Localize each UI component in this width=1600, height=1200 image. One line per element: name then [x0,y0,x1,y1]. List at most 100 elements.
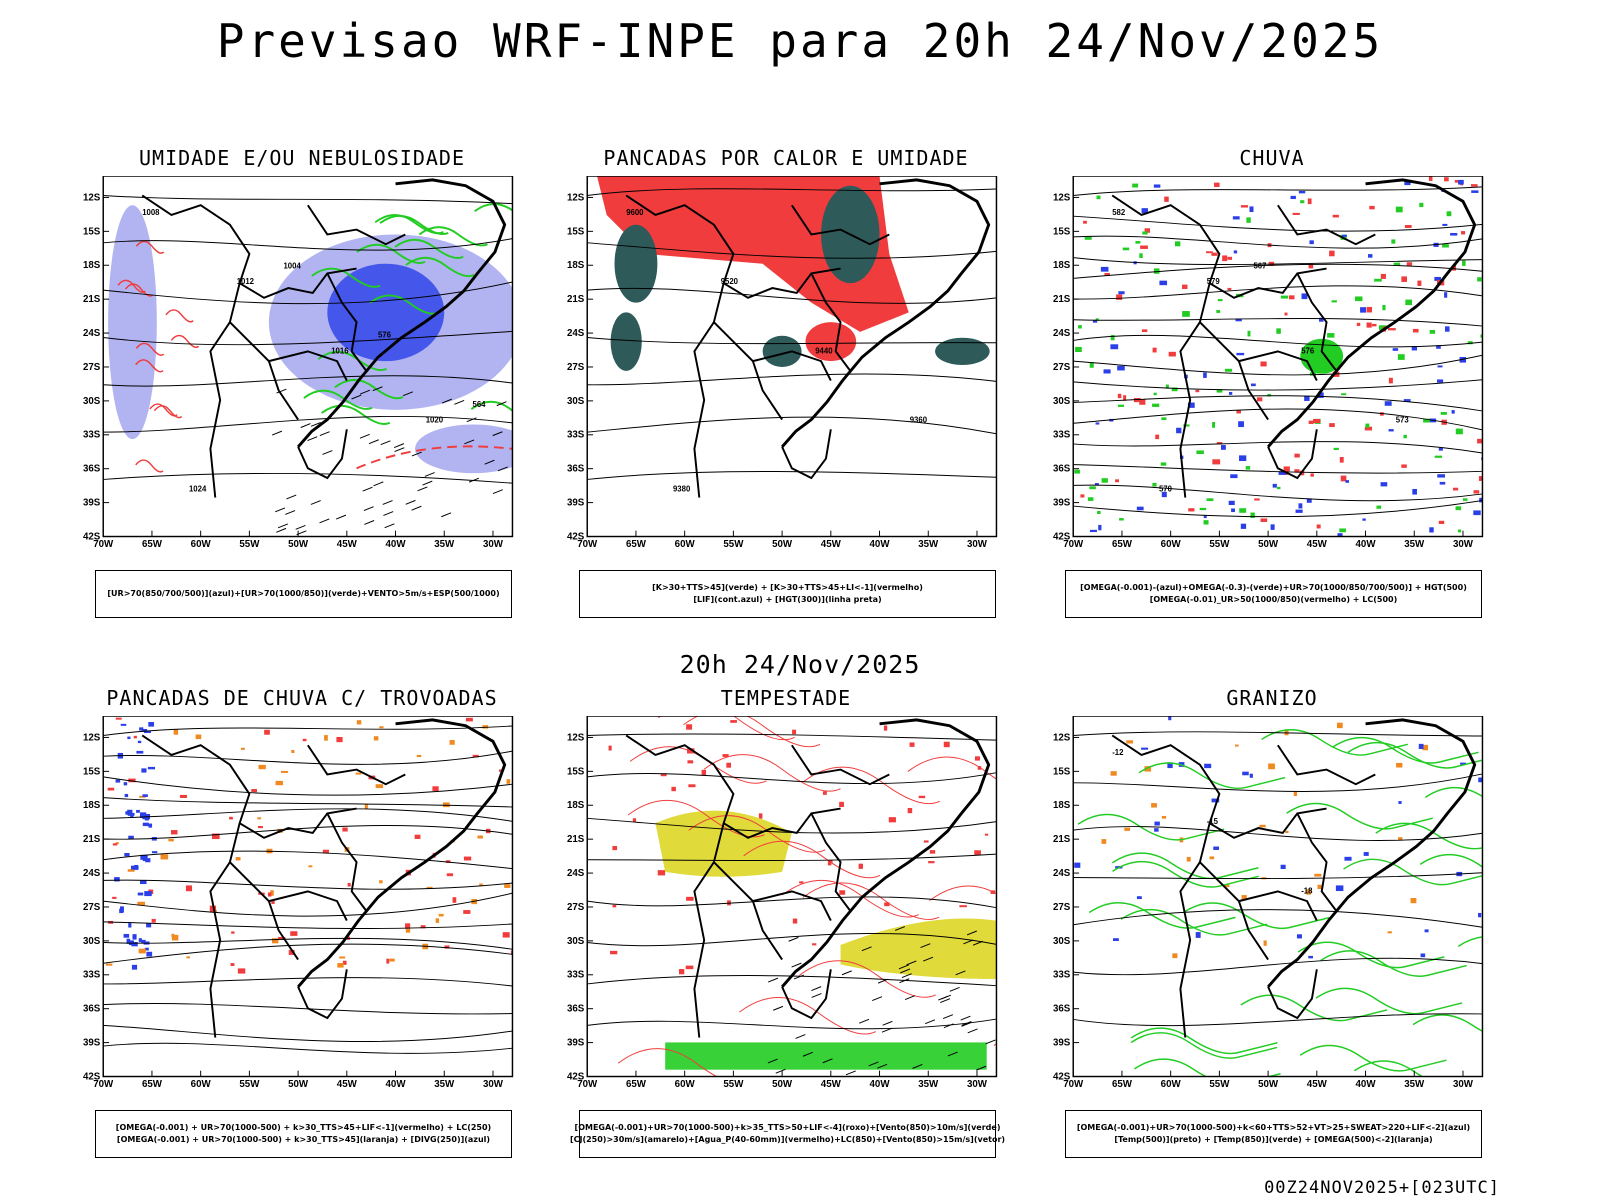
contour-label: 9520 [721,277,739,286]
lon-tick: 50W [288,539,309,550]
lon-tick: 30W [967,1079,988,1090]
lon-tick: 45W [337,539,358,550]
lon-tick: 50W [1258,1079,1279,1090]
lat-tick: 33S [1053,970,1071,981]
lat-tick: 27S [567,902,585,913]
panel-legend: [K>30+TTS>45](verde) + [K>30+TTS>45+LI<-… [579,570,996,618]
contour-label: -18 [1301,886,1313,895]
lat-tick: 12S [83,732,101,743]
lon-tick: 55W [239,1079,260,1090]
lat-tick: 15S [83,226,101,237]
panel-legend: [OMEGA(-0.001)+UR>70(1000-500)+k>35_TTS>… [570,1110,1005,1158]
legend-line: [OMEGA(-0.001) + UR>70(1000-500) + k>30_… [116,1135,491,1144]
panel-title: CHUVA [1239,146,1305,170]
lon-tick: 70W [1063,539,1084,550]
contour-label: 573 [1396,416,1410,425]
panel-trovoadas: PANCADAS DE CHUVA C/ TROVOADAS 12S 15S 18S 2… [82,686,582,1166]
lon-tick: 35W [1404,539,1425,550]
lon-tick: 70W [577,1079,598,1090]
map-chuva: 582 579 576 573 570 567 12S 15S 18S 21S 24S 27S 30S 3… [1053,176,1484,550]
contour-label: 9440 [815,346,833,355]
lat-tick: 15S [1053,226,1071,237]
contour-label: 576 [378,331,392,340]
lon-tick: 60W [1161,1079,1182,1090]
lon-tick: 50W [288,1079,309,1090]
panel-title: PANCADAS DE CHUVA C/ TROVOADAS [106,686,498,710]
lon-tick: 35W [918,539,939,550]
lat-tick: 36S [567,1004,585,1015]
lon-tick: 30W [1453,539,1474,550]
lat-tick: 27S [567,362,585,373]
lat-tick: 18S [83,260,101,271]
lon-tick: 65W [142,539,163,550]
panel-pancadas-calor: PANCADAS POR CALOR E UMIDADE 9600 9520 9440… [566,146,1066,626]
lon-tick: 30W [483,1079,504,1090]
lat-tick: 24S [1053,328,1071,339]
lon-tick: 60W [191,1079,212,1090]
legend-line: [Temp(500)](preto) + [Temp(850)](verde) … [1114,1135,1433,1144]
lon-tick: 45W [337,1079,358,1090]
lat-tick: 12S [1053,192,1071,203]
panel-title: TEMPESTADE [720,686,852,710]
contour-label: -15 [1207,817,1219,826]
lat-tick: 18S [1053,800,1071,811]
lat-tick: 21S [83,834,101,845]
lon-tick: 50W [772,539,793,550]
lat-tick: 42S [83,531,101,542]
legend-line: [K>30+TTS>45](verde) + [K>30+TTS>45+LI<-… [652,583,923,592]
lat-tick: 15S [1053,766,1071,777]
contour-label: 1012 [237,277,255,286]
panel-title: PANCADAS POR CALOR E UMIDADE [603,146,969,170]
lon-tick: 70W [93,539,114,550]
lat-tick: 21S [567,294,585,305]
lon-tick: 55W [239,539,260,550]
lat-tick: 39S [83,1038,101,1049]
legend-line: [OMEGA(-0.001)-(azul)+OMEGA(-0.3)-(verde… [1080,583,1467,592]
lat-tick: 30S [567,396,585,407]
lon-tick: 45W [821,539,842,550]
lon-tick: 55W [723,1079,744,1090]
lon-tick: 70W [577,539,598,550]
lat-tick: 39S [83,498,101,509]
lat-tick: 42S [567,531,585,542]
lon-tick: 50W [772,1079,793,1090]
lat-tick: 42S [1053,531,1071,542]
lat-tick: 27S [1053,902,1071,913]
lon-tick: 35W [434,539,455,550]
map-granizo: -12 -15 -18 12S 15S 18S 21S 24S 27S 30S 33S 36S 39S 4… [1053,716,1484,1090]
lat-tick: 39S [1053,498,1071,509]
contour-label: 564 [473,400,487,409]
lon-tick: 60W [1161,539,1182,550]
legend-line: [LIF](cont.azul) + [HGT(300)](linha pret… [693,595,882,604]
lat-tick: 36S [567,464,585,475]
lon-tick: 30W [967,539,988,550]
contour-label: 582 [1112,208,1126,217]
contour-label: 570 [1159,485,1173,494]
lat-tick: 24S [83,868,101,879]
lat-tick: 12S [567,192,585,203]
lon-tick: 45W [1307,1079,1328,1090]
lon-tick: 40W [386,1079,407,1090]
panel-chuva: CHUVA 582 579 576 573 570 567 12S 15S 18S 21S 24S 27… [1052,146,1552,626]
lon-tick: 65W [626,1079,647,1090]
panel-umidade: UMIDADE E/OU NEBULOSIDADE 1008 1012 1016 102… [82,146,582,626]
lon-tick: 30W [483,539,504,550]
lat-tick: 39S [1053,1038,1071,1049]
lat-tick: 27S [83,902,101,913]
lat-tick: 30S [83,936,101,947]
lon-tick: 40W [386,539,407,550]
lat-tick: 39S [567,498,585,509]
lat-tick: 21S [567,834,585,845]
legend-line: [OMEGA(-0.01)_UR>50(1000/850)(vermelho) … [1149,595,1398,604]
contour-label: 9380 [673,485,691,494]
contour-label: 1004 [283,262,301,271]
contour-label: 1024 [189,485,207,494]
panel-legend: [OMEGA(-0.001)-(azul)+OMEGA(-0.3)-(verde… [1065,570,1482,618]
contour-label: 579 [1207,277,1221,286]
lat-tick: 24S [1053,868,1071,879]
lat-tick: 24S [83,328,101,339]
lat-tick: 30S [1053,936,1071,947]
contour-label: 1008 [142,208,160,217]
lon-tick: 65W [626,539,647,550]
